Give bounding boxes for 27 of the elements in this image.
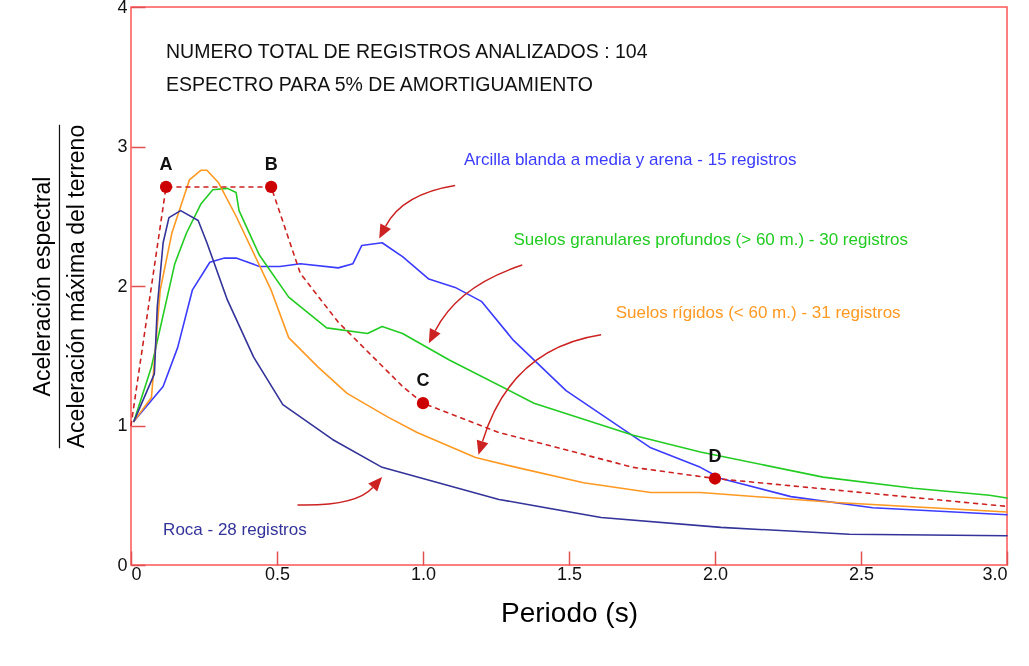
x-tick-label: 3.0 bbox=[982, 563, 1008, 584]
line-series bbox=[133, 209, 1008, 537]
annotation: NUMERO TOTAL DE REGISTROS ANALIZADOS : 104 bbox=[166, 39, 648, 62]
annotation: C bbox=[416, 370, 430, 391]
y-tick-label: 3 bbox=[117, 136, 128, 156]
point bbox=[416, 397, 430, 410]
annotation: B bbox=[264, 153, 278, 174]
x-axis-title: Periodo (s) bbox=[501, 596, 638, 628]
point bbox=[265, 180, 278, 194]
text: Suelos granulares profundos (> 60 m.) - 30 registros bbox=[513, 229, 909, 249]
x-tick-label: 2.5 bbox=[848, 563, 875, 584]
x-tick-label: 1.0 bbox=[410, 563, 437, 584]
x-tick-label: 2.0 bbox=[702, 563, 729, 584]
y-tick-label: 2 bbox=[117, 275, 128, 296]
text: Suelos rígidos (< 60 m.) - 31 registros bbox=[615, 302, 901, 322]
annotation: A bbox=[159, 153, 173, 174]
x-tick-label: 0.5 bbox=[264, 563, 291, 584]
x-tick-label: 0 bbox=[131, 563, 142, 584]
point bbox=[159, 180, 173, 194]
point bbox=[708, 472, 722, 485]
y-tick-label: 4 bbox=[117, 0, 128, 17]
annotation: ESPECTRO PARA 5% DE AMORTIGUAMIENTO bbox=[166, 73, 593, 96]
text: Arcilla blanda a media y arena - 15 registros bbox=[463, 150, 797, 170]
y-axis-title: Aceleración espectral Aceleración máxima del terreno bbox=[29, 124, 90, 449]
y-tick-label: 1 bbox=[117, 415, 128, 435]
text: Roca - 28 registros bbox=[163, 520, 307, 540]
x-tick-label: 1.5 bbox=[556, 563, 583, 584]
